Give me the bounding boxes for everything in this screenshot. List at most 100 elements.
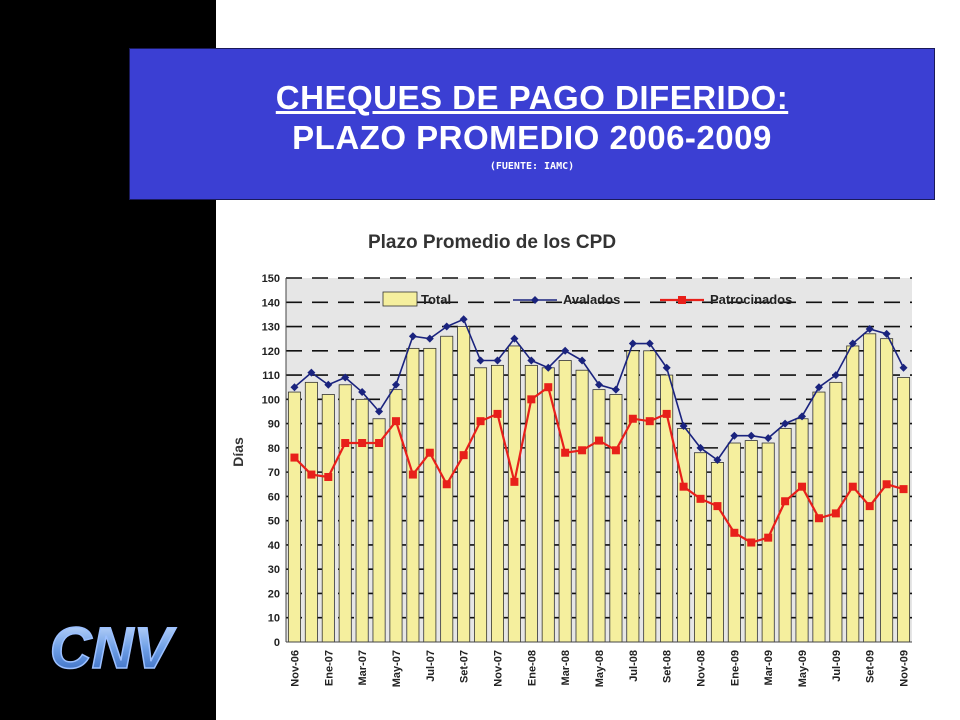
bar-total — [897, 377, 911, 643]
point-avalados — [730, 431, 739, 440]
x-tick-label: Set-07 — [459, 650, 471, 683]
bar-total — [474, 367, 488, 643]
x-tick-label: Set-09 — [865, 650, 877, 683]
point-avalados — [375, 407, 384, 416]
y-tick-label: 40 — [268, 540, 280, 552]
y-tick-label: 130 — [262, 322, 280, 334]
bar-total — [321, 394, 335, 643]
point-patrocinados — [476, 417, 485, 426]
bar-total — [372, 418, 386, 643]
point-avalados — [527, 356, 536, 365]
y-tick-label: 80 — [268, 443, 280, 455]
y-tick-label: 0 — [274, 637, 280, 649]
y-tick-label: 100 — [262, 394, 280, 406]
chart-title: Plazo Promedio de los CPD — [368, 232, 616, 253]
bar-total — [406, 347, 420, 643]
point-avalados — [764, 434, 773, 443]
point-avalados — [662, 363, 671, 372]
point-avalados — [391, 380, 400, 389]
cnv-logo: CNV — [49, 615, 177, 682]
logo-text: CNV — [50, 616, 177, 681]
y-tick-label: 150 — [262, 273, 280, 285]
bar-total — [524, 364, 538, 643]
point-avalados — [459, 315, 468, 324]
bar-total — [795, 418, 809, 643]
point-avalados — [578, 356, 587, 365]
legend-label-total: Total — [421, 292, 451, 307]
point-patrocinados — [527, 395, 536, 404]
bar-total — [541, 367, 555, 643]
point-patrocinados — [747, 538, 756, 547]
point-patrocinados — [865, 502, 874, 511]
bar-total — [710, 462, 724, 643]
point-patrocinados — [510, 477, 519, 486]
bar-total — [626, 350, 640, 643]
point-patrocinados — [307, 470, 316, 479]
point-avalados — [814, 383, 823, 392]
y-axis-title: Días — [230, 437, 246, 467]
source-note: (FUENTE: IAMC) — [489, 161, 575, 172]
bar-total — [355, 398, 369, 643]
point-avalados — [798, 412, 807, 421]
bar-total — [761, 442, 775, 643]
point-avalados — [696, 443, 705, 452]
point-avalados — [747, 431, 756, 440]
bar-total — [677, 428, 691, 643]
bar-total — [457, 326, 471, 643]
point-patrocinados — [831, 509, 840, 518]
x-tick-label: Jul-09 — [831, 650, 843, 682]
y-tick-label: 60 — [268, 491, 280, 503]
point-avalados — [628, 339, 637, 348]
point-patrocinados — [679, 482, 688, 491]
bar-total — [338, 384, 352, 643]
y-tick-label: 20 — [268, 588, 280, 600]
point-avalados — [595, 380, 603, 389]
x-tick-label: Mar-07 — [357, 650, 369, 685]
y-tick-label: 10 — [268, 613, 280, 625]
point-patrocinados — [628, 414, 637, 423]
x-tick-label: Nov-08 — [696, 650, 708, 687]
x-tick-label: Set-08 — [662, 650, 674, 683]
x-tick-label: Nov-09 — [899, 650, 911, 687]
point-patrocinados — [814, 514, 823, 523]
point-avalados — [679, 422, 688, 431]
bar-total — [423, 347, 437, 643]
point-avalados — [645, 339, 654, 348]
x-tick-label: Ene-08 — [526, 650, 538, 686]
x-tick-label: Jul-07 — [425, 650, 437, 682]
x-tick-label: Nov-07 — [492, 650, 504, 687]
point-avalados — [358, 388, 367, 397]
x-tick-label: Nov-06 — [289, 650, 301, 687]
y-tick-label: 140 — [262, 297, 280, 309]
point-patrocinados — [730, 528, 739, 537]
x-tick-label: Mar-09 — [763, 650, 775, 685]
bar-total — [778, 428, 792, 643]
point-avalados — [611, 385, 620, 394]
point-patrocinados — [324, 472, 333, 481]
plot-area: 0 10 20 30 40 50 60 70 80 90 100 110 120 130 140 150 Nov… — [262, 273, 912, 687]
point-patrocinados — [798, 482, 807, 491]
legend-swatch-total — [382, 291, 418, 307]
point-patrocinados — [459, 451, 468, 460]
point-patrocinados — [578, 446, 587, 455]
point-patrocinados — [341, 439, 350, 448]
point-patrocinados — [611, 446, 620, 455]
bar-total — [727, 442, 741, 643]
x-tick-label: Mar-08 — [560, 650, 572, 685]
point-avalados — [781, 419, 790, 428]
point-patrocinados — [375, 439, 384, 448]
y-tick-label: 70 — [268, 467, 280, 479]
y-tick-label: 120 — [262, 346, 280, 358]
x-tick-label: Jul-08 — [628, 650, 640, 682]
point-patrocinados — [290, 453, 299, 462]
point-patrocinados — [899, 485, 908, 494]
y-tick-label: 30 — [268, 564, 280, 576]
point-avalados — [899, 363, 908, 372]
point-patrocinados — [713, 502, 722, 511]
bar-total — [575, 369, 589, 643]
point-patrocinados — [848, 482, 857, 491]
point-patrocinados — [781, 497, 790, 506]
point-avalados — [341, 373, 350, 382]
bar-total — [490, 364, 504, 643]
bar-total — [643, 350, 657, 643]
